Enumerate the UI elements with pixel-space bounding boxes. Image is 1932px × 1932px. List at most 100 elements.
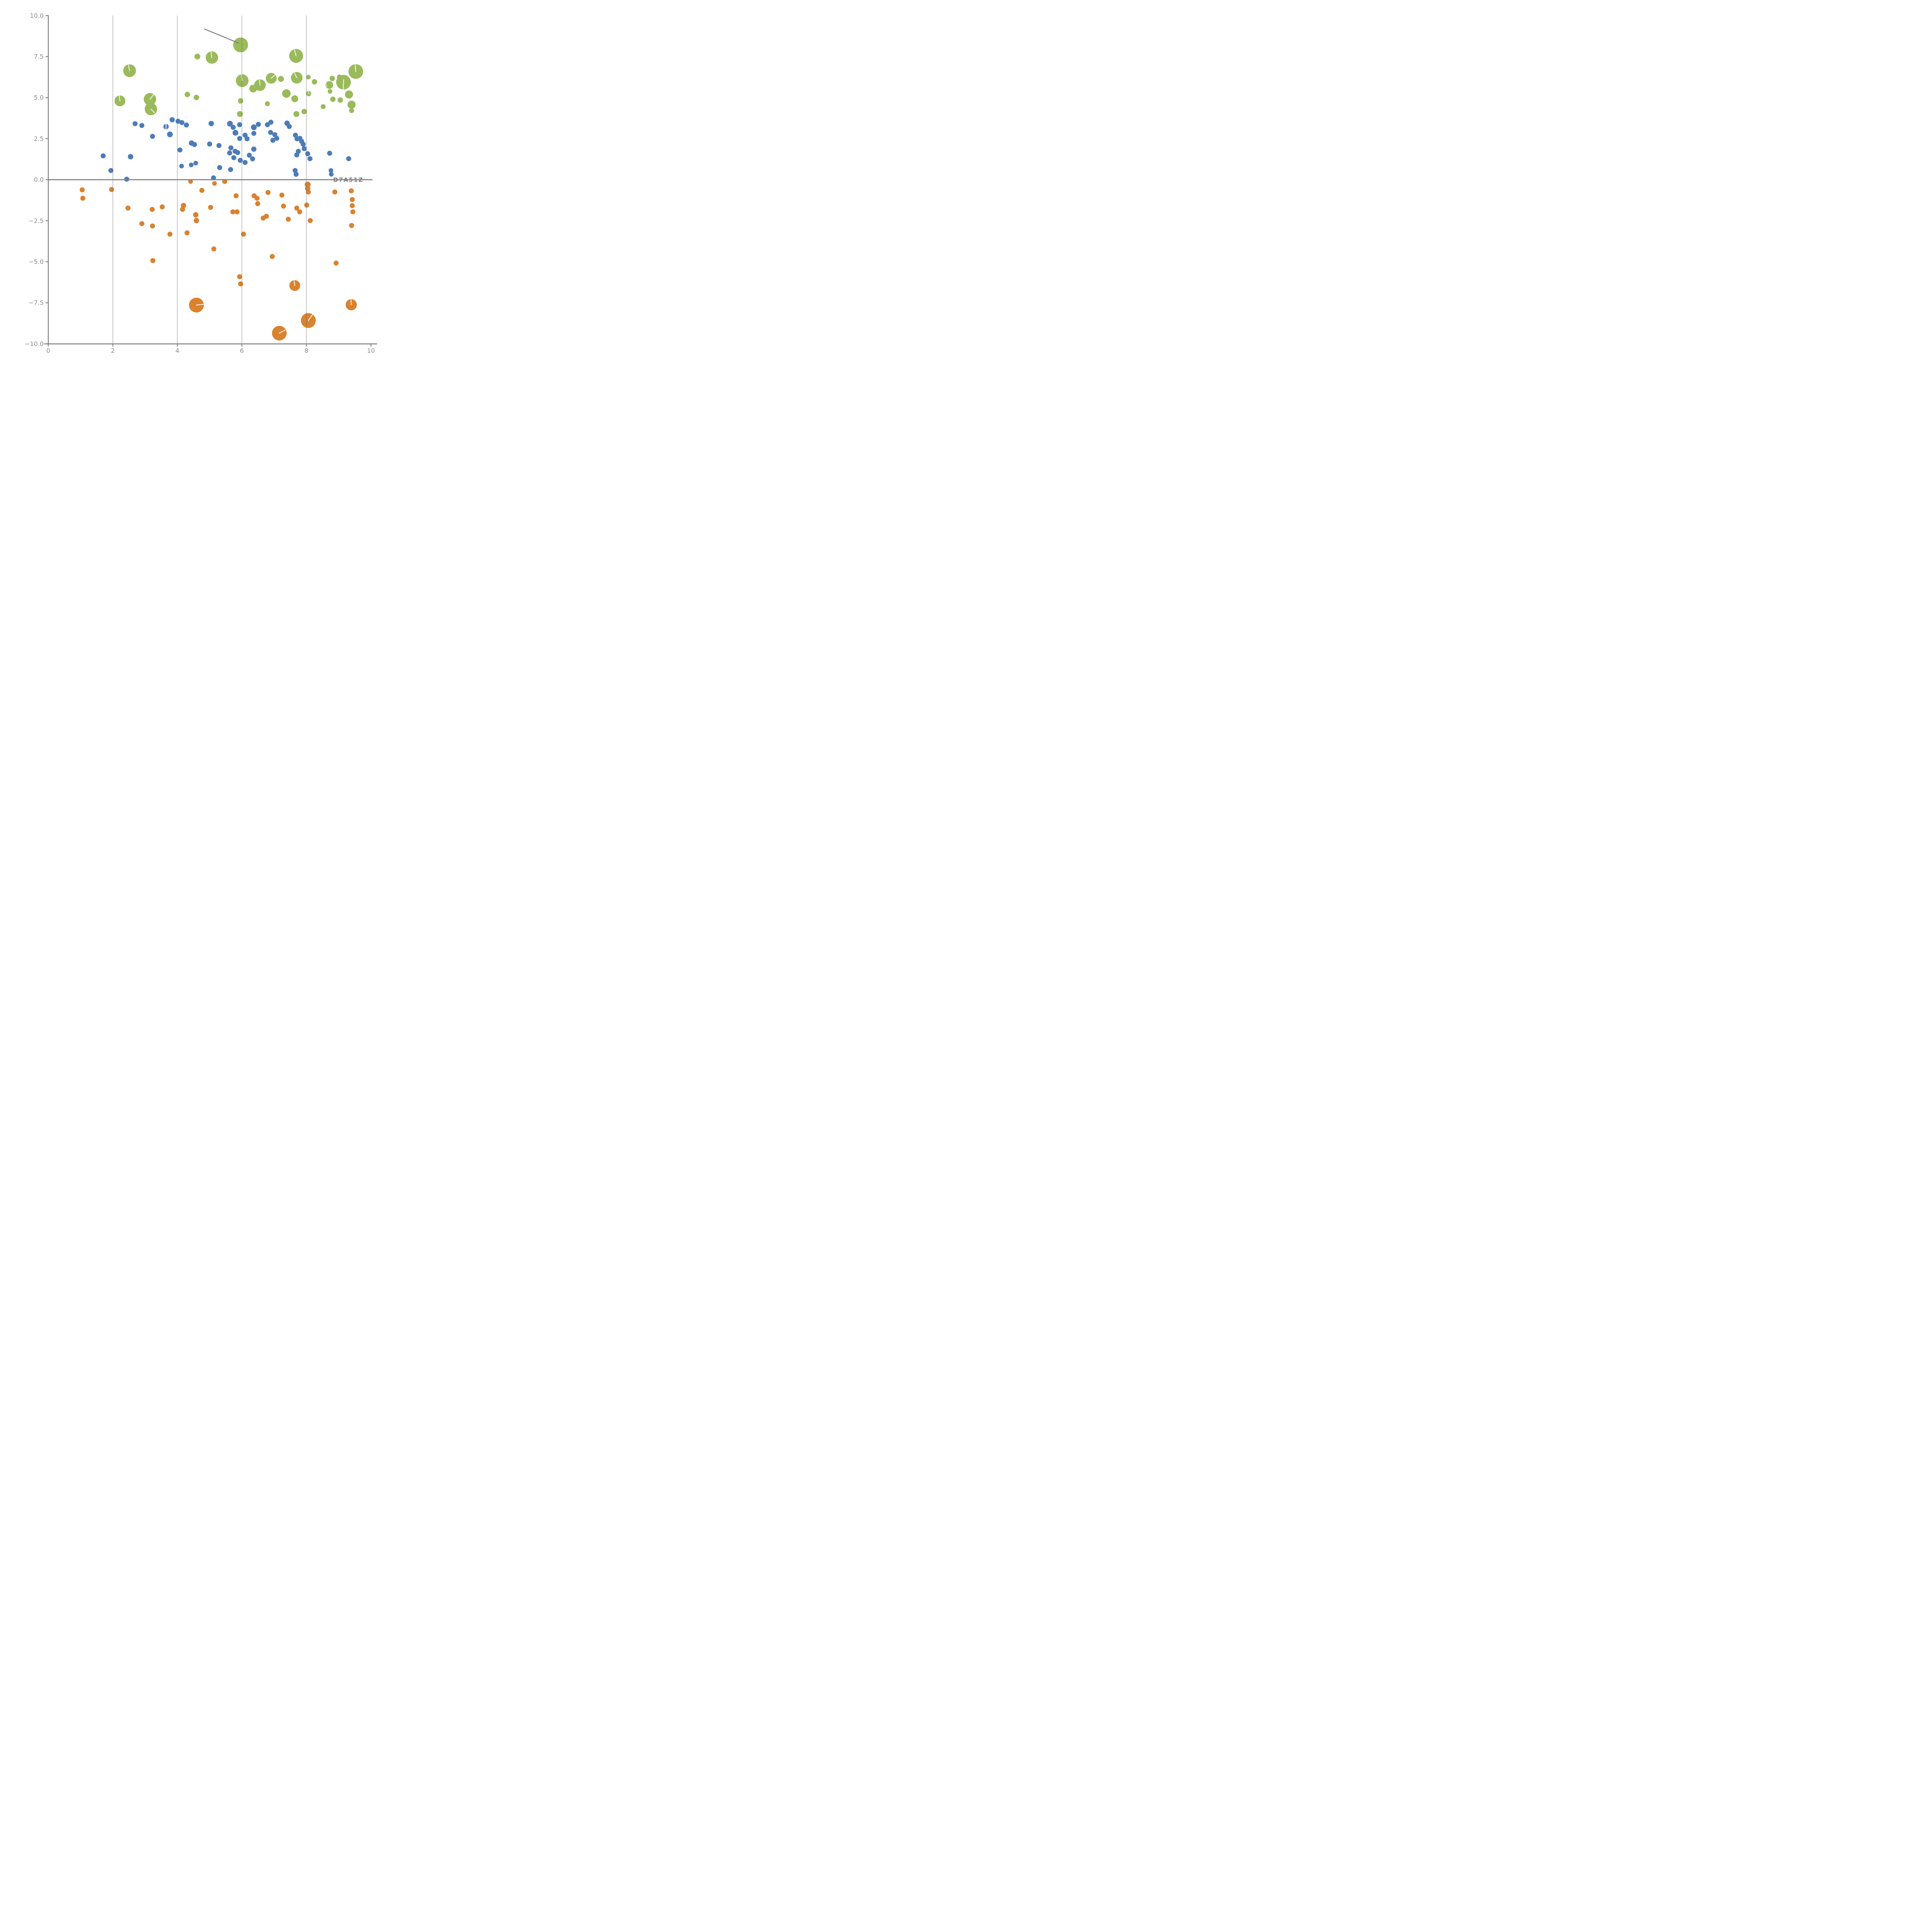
scatter-point-blue — [268, 130, 273, 135]
scatter-point-green — [184, 92, 190, 97]
scatter-point-green — [291, 95, 298, 102]
scatter-point-orange — [233, 193, 239, 199]
scatter-point-orange — [109, 187, 114, 192]
scatter-point-orange — [193, 212, 199, 218]
scatter-point-green — [347, 100, 356, 109]
scatter-point-orange — [286, 216, 291, 222]
y-tick-label: 7.5 — [34, 53, 44, 60]
scatter-point-orange — [333, 260, 339, 266]
y-tick-label: 2.5 — [34, 135, 44, 142]
scatter-point-orange — [349, 223, 354, 228]
scatter-point-blue — [139, 123, 145, 128]
x-tick-label: 0 — [46, 347, 50, 354]
scatter-point-orange — [270, 254, 275, 259]
needle-mark — [196, 304, 204, 306]
needle-mark — [294, 72, 298, 78]
needle-mark — [294, 49, 297, 56]
scatter-point-blue — [227, 121, 233, 127]
scatter-point-blue — [327, 151, 332, 156]
needle-mark — [211, 51, 213, 58]
y-tick-label: −5.0 — [29, 258, 44, 265]
tick-labels-layer: 0 2 4 6 8 10 10.0 7.5 5.0 2.5 0.0 −2.5 −5.0 −7.5 −10.0 — [25, 12, 375, 354]
scatter-point-blue — [175, 119, 181, 124]
scatter-point-orange — [80, 187, 85, 192]
needle-mark — [343, 79, 344, 91]
scatter-point-green — [311, 79, 317, 85]
needle-mark — [119, 95, 121, 102]
scatter-point-green — [293, 111, 299, 117]
scatter-chart: D7A51Z 6 73 0 2 4 6 8 10 10.0 7.5 5.0 2.5 0.0 −2.5 −5… — [0, 0, 386, 386]
scatter-point-green — [321, 104, 326, 109]
scatter-point-blue — [346, 156, 351, 162]
needle-mark — [294, 280, 296, 286]
scatter-point-orange — [350, 197, 355, 202]
scatter-point-orange — [304, 182, 311, 188]
annotation-layer — [204, 28, 239, 44]
scatter-point-orange — [297, 209, 302, 214]
scatter-point-blue — [251, 131, 257, 136]
scatter-point-blue — [301, 141, 306, 147]
scatter-point-orange — [167, 231, 173, 237]
needle-mark — [355, 64, 356, 72]
scatter-point-blue — [216, 143, 222, 148]
scatter-point-green — [345, 90, 353, 99]
scatter-point-green — [238, 98, 243, 104]
scatter-point-orange — [332, 189, 337, 195]
scatter-point-orange — [208, 205, 213, 210]
scatter-point-orange — [184, 230, 190, 236]
scatter-point-blue — [193, 161, 198, 166]
x-tick-label: 2 — [111, 347, 115, 354]
scatter-point-blue — [287, 124, 292, 129]
scatter-point-blue — [133, 121, 138, 126]
scatter-point-blue — [242, 133, 248, 138]
needle-mark — [270, 74, 276, 79]
scatter-point-orange — [279, 192, 284, 198]
scatter-point-orange — [306, 189, 311, 195]
scatter-point-blue — [217, 165, 222, 170]
scatter-point-blue — [128, 154, 133, 160]
scatter-point-green — [337, 97, 343, 103]
scatter-point-green — [328, 89, 332, 94]
scatter-point-blue — [293, 168, 298, 173]
scatter-point-orange — [160, 204, 165, 209]
scatter-point-blue — [100, 153, 106, 158]
scatter-point-blue — [167, 131, 173, 138]
scatter-point-orange — [150, 258, 155, 263]
scatter-point-orange — [264, 214, 269, 219]
scatter-point-blue — [270, 138, 276, 143]
axes-layer — [44, 15, 377, 347]
scatter-point-green — [301, 109, 307, 114]
scatter-point-orange — [125, 206, 131, 211]
scatter-point-orange — [304, 202, 310, 208]
needle-mark — [279, 330, 286, 334]
scatter-point-orange — [237, 274, 242, 279]
x-tick-label: 4 — [175, 347, 179, 354]
scatter-point-blue — [274, 136, 279, 141]
scatter-point-blue — [294, 152, 299, 158]
scatter-point-orange — [211, 246, 216, 252]
scatter-point-orange — [238, 281, 243, 287]
scatter-point-orange — [230, 209, 236, 214]
scatter-point-blue — [293, 172, 299, 177]
scatter-point-blue — [265, 122, 270, 128]
scatter-point-orange — [188, 179, 193, 184]
white-glyph-annotation: 73 — [307, 90, 312, 95]
needle-mark — [259, 79, 260, 86]
scatter-point-orange — [294, 206, 299, 211]
scatter-point-blue — [184, 122, 189, 128]
scatter-point-orange — [199, 188, 204, 193]
scatter-point-blue — [232, 130, 238, 136]
scatter-point-blue — [235, 150, 240, 155]
scatter-point-blue — [251, 146, 257, 152]
scatter-point-blue — [227, 150, 232, 156]
scatter-point-blue — [231, 125, 236, 130]
scatter-point-green — [249, 85, 257, 93]
x-tick-label: 8 — [304, 347, 308, 354]
scatter-point-green — [349, 108, 354, 113]
scatter-point-orange — [350, 209, 355, 214]
scatter-point-orange — [139, 221, 145, 226]
scatter-point-orange — [150, 207, 155, 212]
scatter-point-blue — [207, 141, 212, 147]
needle-mark — [128, 64, 130, 71]
scatter-point-blue — [189, 162, 194, 167]
